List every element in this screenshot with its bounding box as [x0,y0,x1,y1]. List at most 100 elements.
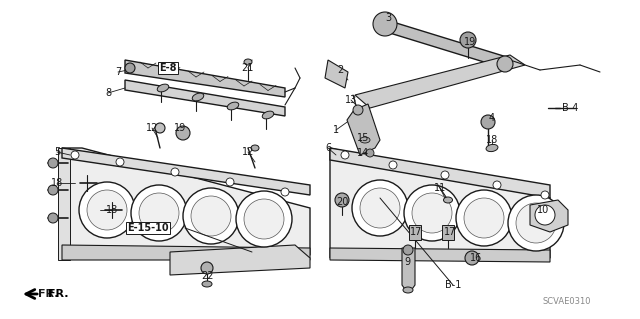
Polygon shape [355,55,525,108]
Polygon shape [330,248,550,262]
Ellipse shape [360,137,370,143]
Circle shape [341,151,349,159]
Text: 14: 14 [357,148,369,158]
Circle shape [116,158,124,166]
Circle shape [171,168,179,176]
Text: E-15-10: E-15-10 [127,223,169,233]
Text: 15: 15 [357,133,369,143]
Polygon shape [125,80,285,116]
Text: 20: 20 [336,197,348,207]
Circle shape [48,158,58,168]
Ellipse shape [262,111,274,119]
Text: 1: 1 [333,125,339,135]
Circle shape [191,196,231,236]
Circle shape [176,126,190,140]
Circle shape [139,193,179,233]
Text: 10: 10 [537,205,549,215]
Circle shape [48,213,58,223]
Ellipse shape [403,287,413,293]
Ellipse shape [202,281,212,287]
Polygon shape [58,148,70,260]
Circle shape [404,185,460,241]
Circle shape [79,182,135,238]
Circle shape [335,193,349,207]
Polygon shape [330,148,550,258]
Circle shape [497,56,513,72]
Polygon shape [347,104,380,155]
Text: 11: 11 [434,183,446,193]
Ellipse shape [157,84,169,92]
Text: 3: 3 [385,13,391,23]
Circle shape [516,203,556,243]
Circle shape [464,198,504,238]
Circle shape [366,149,374,157]
Polygon shape [380,18,510,70]
Circle shape [87,190,127,230]
Text: 18: 18 [486,135,498,145]
Text: 9: 9 [404,257,410,267]
Polygon shape [409,225,421,240]
Circle shape [155,123,165,133]
Text: 16: 16 [470,253,482,263]
Text: FR.: FR. [38,289,58,299]
Circle shape [389,161,397,169]
Text: FR.: FR. [48,289,68,299]
Circle shape [456,190,512,246]
Ellipse shape [227,102,239,110]
Text: 5: 5 [54,147,60,157]
Circle shape [201,262,213,274]
Circle shape [236,191,292,247]
Polygon shape [62,148,310,255]
Text: B-4: B-4 [562,103,578,113]
Circle shape [441,171,449,179]
Circle shape [353,105,363,115]
Ellipse shape [486,145,498,152]
Circle shape [71,151,79,159]
Circle shape [465,251,479,265]
Text: 19: 19 [464,37,476,47]
Text: 6: 6 [325,143,331,153]
Polygon shape [330,148,550,198]
Circle shape [131,185,187,241]
Circle shape [535,205,555,225]
Polygon shape [325,60,348,88]
Text: 12: 12 [242,147,254,157]
Polygon shape [442,225,454,240]
Text: B-1: B-1 [445,280,461,290]
Circle shape [360,188,400,228]
Text: 4: 4 [489,113,495,123]
Circle shape [226,178,234,186]
Polygon shape [62,245,310,260]
Text: 22: 22 [201,271,213,281]
Circle shape [373,12,397,36]
Text: 18: 18 [51,178,63,188]
Circle shape [412,193,452,233]
Ellipse shape [192,93,204,101]
Circle shape [183,188,239,244]
Circle shape [352,180,408,236]
Text: 8: 8 [105,88,111,98]
Circle shape [493,181,501,189]
Text: E-8: E-8 [159,63,177,73]
Circle shape [541,191,549,199]
Polygon shape [170,245,310,275]
Polygon shape [62,148,310,195]
Text: 12: 12 [146,123,158,133]
Circle shape [244,199,284,239]
Polygon shape [402,248,415,292]
Circle shape [125,63,135,73]
Text: 2: 2 [337,65,343,75]
Polygon shape [125,60,285,97]
Ellipse shape [244,59,252,65]
Text: 7: 7 [115,67,121,77]
Circle shape [403,245,413,255]
Ellipse shape [444,197,452,203]
Polygon shape [530,200,568,232]
Circle shape [48,185,58,195]
Circle shape [481,115,495,129]
Text: 19: 19 [174,123,186,133]
Ellipse shape [251,145,259,151]
Circle shape [508,195,564,251]
Text: 17: 17 [444,227,456,237]
Circle shape [281,188,289,196]
